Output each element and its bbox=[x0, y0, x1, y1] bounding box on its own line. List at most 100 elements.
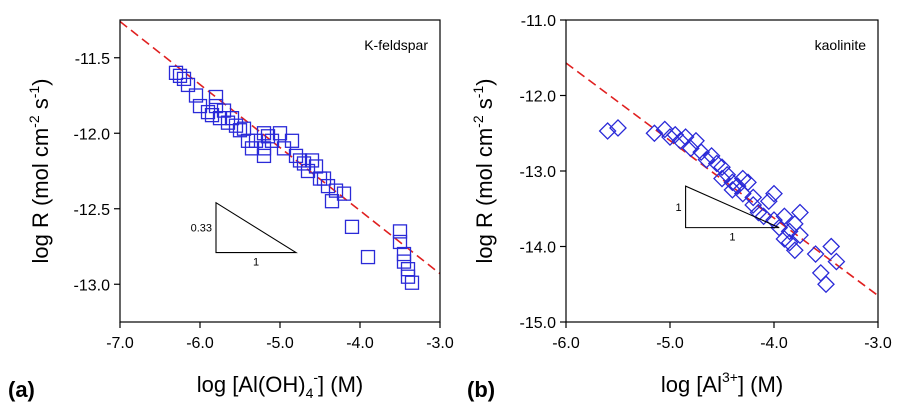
data-point-diamond bbox=[759, 192, 778, 211]
data-point-diamond bbox=[655, 120, 674, 139]
x-axis-label-main: log [Al(OH) bbox=[197, 372, 306, 397]
data-point-square bbox=[276, 141, 292, 156]
x-tick-label: -4.0 bbox=[346, 335, 374, 352]
data-point-diamond bbox=[775, 230, 794, 248]
data-point-square bbox=[308, 159, 324, 174]
y-tick-label: -11.0 bbox=[521, 13, 556, 30]
data-point-diamond bbox=[780, 233, 799, 252]
data-point-square bbox=[180, 77, 196, 93]
x-tick-label: -5.0 bbox=[656, 335, 684, 352]
y-axis-label-main: log R (mol cm bbox=[28, 128, 53, 264]
data-point-diamond bbox=[702, 146, 721, 165]
x-tick-label: -3.0 bbox=[864, 335, 892, 352]
panel-label: (b) bbox=[467, 377, 495, 402]
y-axis-label-mid: s bbox=[472, 98, 497, 115]
annotation-label: kaolinite bbox=[815, 37, 867, 53]
data-point-diamond bbox=[692, 143, 711, 162]
x-tick-label: -4.0 bbox=[760, 335, 788, 352]
data-point-square bbox=[228, 118, 244, 133]
data-point-square bbox=[392, 224, 408, 239]
data-point-square bbox=[272, 126, 288, 141]
data-point-square bbox=[216, 103, 232, 118]
data-point-square bbox=[360, 249, 376, 265]
y-axis-label-tail: ) bbox=[472, 78, 497, 85]
data-point-square bbox=[300, 163, 316, 179]
panel-b-kaolinite-chart: 1 1 -6.0 -5.0 -4.0 -3.0 -15.0 -14.0 -13.0 -12.0 -1… bbox=[467, 13, 892, 402]
data-point-diamond bbox=[765, 184, 783, 203]
slope-triangle bbox=[685, 185, 780, 229]
plot-frame bbox=[119, 19, 441, 323]
data-point-square bbox=[236, 121, 252, 136]
panel-label: (a) bbox=[8, 377, 35, 402]
data-point-square bbox=[172, 68, 188, 84]
data-point-square bbox=[240, 133, 256, 148]
data-point-square bbox=[284, 133, 300, 148]
data-point-diamond bbox=[791, 203, 809, 222]
data-point-diamond bbox=[661, 128, 679, 146]
data-point-diamond bbox=[749, 203, 768, 222]
data-point-square bbox=[396, 254, 412, 269]
x-tick-label: -5.0 bbox=[266, 335, 294, 352]
data-point-square bbox=[396, 246, 412, 262]
x-axis-label-sub: 4 bbox=[306, 385, 314, 401]
data-point-diamond bbox=[723, 173, 742, 192]
y-tick-label: -15.0 bbox=[520, 315, 557, 332]
data-point-diamond bbox=[744, 196, 763, 214]
x-axis-label-main: log [Al bbox=[661, 372, 722, 397]
data-point-square bbox=[208, 89, 224, 105]
data-point-square bbox=[256, 148, 272, 164]
y-axis-label-sup: -1 bbox=[470, 86, 486, 99]
data-point-diamond bbox=[681, 139, 700, 158]
panel-a-k-feldspar-chart: 0.33 1 -7.0 -6.0 -5.0 -4.0 -3.0 -13.0 -12.5 -12.0… bbox=[8, 19, 454, 402]
y-axis-label-main: log R (mol cm bbox=[472, 128, 497, 264]
data-point-square bbox=[324, 194, 340, 209]
x-tick-label: -6.0 bbox=[552, 335, 580, 352]
y-tick-label: -12.5 bbox=[74, 202, 111, 219]
data-point-square bbox=[244, 141, 260, 156]
slope-rise-label: 1 bbox=[675, 202, 681, 214]
data-point-square bbox=[404, 275, 420, 290]
y-axis-label: log R (mol cm-2 s-1) bbox=[470, 78, 497, 263]
data-point-square bbox=[328, 183, 344, 198]
data-point-square bbox=[256, 126, 272, 141]
data-point-square bbox=[296, 156, 312, 171]
data-point-square bbox=[288, 148, 304, 164]
data-point-square bbox=[248, 133, 264, 148]
data-point-diamond bbox=[822, 237, 841, 256]
data-point-diamond bbox=[671, 131, 690, 150]
data-point-square bbox=[316, 171, 332, 186]
x-tick-label: -3.0 bbox=[426, 335, 454, 352]
data-point-diamond bbox=[718, 165, 737, 184]
x-axis-label: log [Al3+] (M) bbox=[661, 369, 783, 397]
x-axis-label-sup: - bbox=[313, 369, 318, 385]
data-point-square bbox=[212, 111, 228, 126]
fit-line bbox=[566, 62, 878, 297]
y-axis-label-tail: ) bbox=[28, 78, 53, 85]
x-axis-label-tail: ] (M) bbox=[318, 372, 363, 397]
x-axis-label-tail: ] (M) bbox=[738, 372, 783, 397]
x-axis-label: log [Al(OH)4-] (M) bbox=[197, 369, 363, 401]
y-axis-label-sup: -1 bbox=[26, 86, 42, 99]
data-point-diamond bbox=[785, 241, 804, 260]
data-point-diamond bbox=[811, 264, 830, 282]
data-point-diamond bbox=[728, 177, 747, 196]
x-axis-label-sup: 3+ bbox=[722, 369, 738, 385]
slope-run-label: 1 bbox=[253, 257, 259, 269]
data-point-square bbox=[232, 123, 248, 138]
data-point-square bbox=[392, 234, 408, 250]
data-point-square bbox=[320, 178, 336, 194]
y-axis-label-mid: s bbox=[28, 98, 53, 115]
data-point-diamond bbox=[817, 275, 835, 294]
x-tick-label: -7.0 bbox=[106, 335, 134, 352]
data-point-diamond bbox=[697, 150, 716, 169]
data-point-diamond bbox=[791, 226, 809, 245]
y-tick-label: -12.0 bbox=[74, 126, 111, 143]
data-point-square bbox=[208, 98, 224, 114]
data-point-square bbox=[188, 88, 204, 103]
annotation-label: K-feldspar bbox=[364, 37, 428, 53]
data-point-square bbox=[292, 153, 308, 168]
slope-triangle bbox=[215, 201, 298, 254]
data-point-square bbox=[400, 261, 416, 277]
data-point-diamond bbox=[645, 124, 664, 143]
